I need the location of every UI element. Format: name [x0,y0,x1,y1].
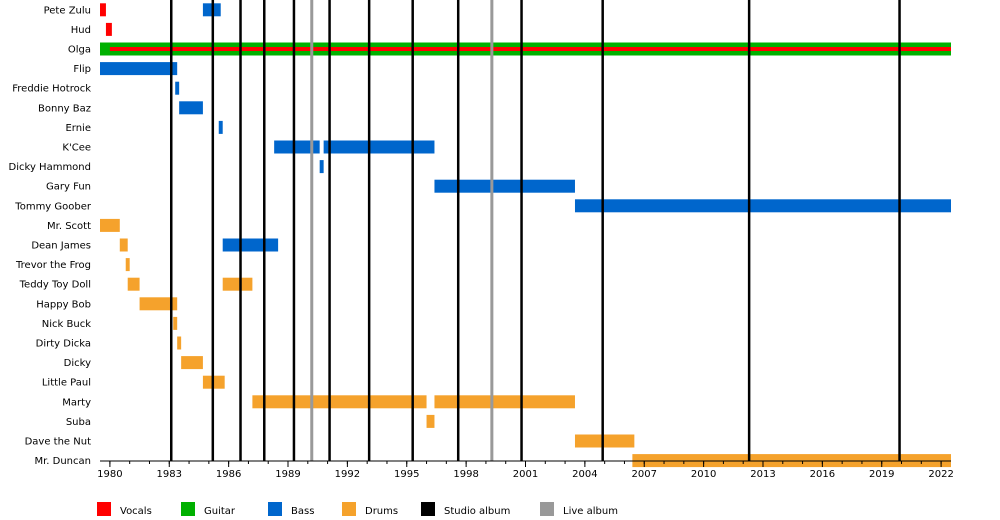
legend-swatch-vocals [97,502,111,516]
album-lines [169,0,901,461]
bar-mr-scott-drums [100,218,120,232]
bar-k-cee-bass [274,140,320,154]
member-label-dirty-dicka: Dirty Dicka [36,339,91,350]
member-label-dave-the-nut: Dave the Nut [25,437,91,448]
x-tick-label-1983: 1983 [157,469,182,480]
member-label-suba: Suba [66,417,91,428]
member-labels: Pete Zulu Hud Olga Flip Freddie Hotrock Bonny… [9,5,92,467]
x-tick-label-2004: 2004 [572,469,597,480]
bar-trevor-the-frog-drums [125,258,130,272]
member-label-flip: Flip [73,64,91,75]
member-bars [100,3,952,468]
member-label-marty: Marty [62,397,91,408]
member-label-ernie: Ernie [65,123,91,134]
bar-hud-vocals [105,22,112,36]
legend-swatch-guitar [181,502,195,516]
bar-nick-buck-drums [173,316,178,330]
x-tick-label-2013: 2013 [750,469,775,480]
member-label-olga: Olga [68,45,91,56]
member-label-mr-duncan: Mr. Duncan [34,456,91,467]
member-label-teddy-toy-doll: Teddy Toy Doll [19,280,91,291]
bar-dirty-dicka-drums [177,336,182,350]
bar-bonny-baz-bass [179,101,203,115]
member-label-pete-zulu: Pete Zulu [44,5,91,16]
bar-gary-fun-bass [434,179,575,193]
legend-swatch-studio-album [421,502,435,516]
legend-label-bass: Bass [291,506,314,517]
member-label-dean-james: Dean James [31,241,91,252]
bar-pete-zulu-vocals [100,3,106,17]
x-axis: 1980 1983 1986 1989 1992 1995 1998 2001 2004 2007… [97,460,954,480]
member-label-dicky-hammond: Dicky Hammond [9,162,91,173]
legend-swatch-bass [268,502,282,516]
x-tick-label-2001: 2001 [513,469,538,480]
x-tick-label-2019: 2019 [869,469,894,480]
member-label-tommy-goober: Tommy Goober [14,201,92,212]
x-tick-label-1989: 1989 [275,469,300,480]
x-tick-label-2007: 2007 [632,469,657,480]
x-tick-label-2022: 2022 [928,469,953,480]
legend-label-live-album: Live album [563,506,618,517]
member-label-dicky: Dicky [64,358,91,369]
legend-label-drums: Drums [365,506,398,517]
member-label-freddie-hotrock: Freddie Hotrock [12,84,91,95]
legend-swatch-live-album [540,502,554,516]
member-label-little-paul: Little Paul [42,378,91,389]
bar-dave-the-nut-drums [574,434,635,448]
bar-teddy-toy-doll-drums [222,277,253,291]
bar-suba-drums [426,414,435,428]
bar-teddy-toy-doll-drums [127,277,140,291]
bar-flip-bass [100,62,178,76]
legend-label-vocals: Vocals [120,506,152,517]
x-tick-label-1995: 1995 [394,469,419,480]
legend-swatch-drums [342,502,356,516]
x-tick-label-1980: 1980 [97,469,122,480]
bar-tommy-goober-bass [574,199,951,213]
bar-k-cee-bass [323,140,435,154]
bar-olga-vocals [109,47,952,51]
member-label-happy-bob: Happy Bob [36,299,91,310]
legend-label-guitar: Guitar [204,506,236,517]
bar-dean-james-bass [222,238,279,252]
member-label-mr-scott: Mr. Scott [47,221,91,232]
member-label-hud: Hud [71,25,91,36]
bar-happy-bob-drums [139,297,178,311]
x-tick-label-2016: 2016 [810,469,835,480]
x-tick-label-1992: 1992 [335,469,360,480]
x-tick-label-2010: 2010 [691,469,716,480]
bar-marty-drums [434,395,575,409]
bar-dicky-hammond-bass [319,160,324,174]
member-label-nick-buck: Nick Buck [42,319,91,330]
bar-dicky-drums [181,356,203,370]
member-label-bonny-baz: Bonny Baz [38,103,91,114]
bar-freddie-hotrock-bass [175,81,180,95]
member-label-gary-fun: Gary Fun [46,182,91,193]
member-label-k-cee: K'Cee [62,143,91,154]
legend: Vocals Guitar Bass Drums Studio album Live al… [97,502,618,517]
bar-ernie-bass [218,120,223,134]
x-tick-label-1986: 1986 [216,469,241,480]
legend-label-studio-album: Studio album [444,506,510,517]
bar-dean-james-drums [119,238,128,252]
member-label-trevor-the-frog: Trevor the Frog [15,260,91,271]
bar-marty-drums [252,395,427,409]
x-tick-label-1998: 1998 [453,469,478,480]
